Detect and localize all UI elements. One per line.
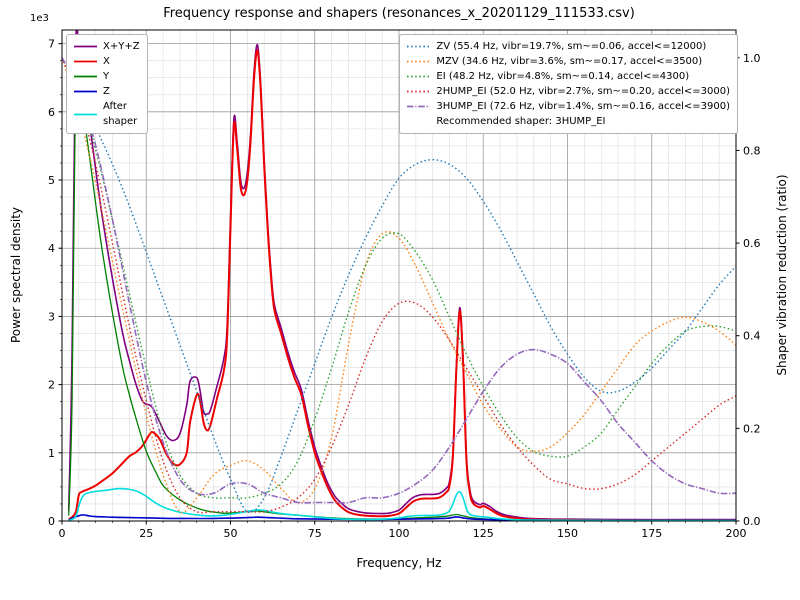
svg-text:0.6: 0.6 <box>743 237 761 250</box>
svg-text:25: 25 <box>139 527 153 540</box>
svg-text:2: 2 <box>48 379 55 392</box>
svg-text:100: 100 <box>389 527 410 540</box>
legend-label-3hump-ei: 3HUMP_EI (72.6 Hz, vibr=1.4%, sm~=0.16, … <box>436 101 730 112</box>
legend-label-zv: ZV (55.4 Hz, vibr=19.7%, sm~=0.06, accel… <box>436 41 707 52</box>
psd-legend: X+Y+Z X Y Z After shaper <box>66 34 148 134</box>
legend-item-ei: EI (48.2 Hz, vibr=4.8%, sm~=0.14, accel<… <box>406 69 730 84</box>
legend-line-2hump-ei-icon <box>407 90 431 93</box>
svg-text:4: 4 <box>48 242 55 255</box>
legend-line-ei-icon <box>407 75 431 78</box>
svg-text:0: 0 <box>48 515 55 528</box>
series-after-shaper <box>68 487 736 521</box>
svg-text:150: 150 <box>557 527 578 540</box>
y-axis-label-left: Power spectral density <box>9 206 23 344</box>
legend-line-zv-icon <box>407 45 431 48</box>
legend-label-x-y-z: X+Y+Z <box>103 41 140 52</box>
legend-label-2hump-ei: 2HUMP_EI (52.0 Hz, vibr=2.7%, sm~=0.20, … <box>436 86 730 97</box>
legend-item-z: Z <box>73 84 140 99</box>
legend-label-z: Z <box>103 86 110 97</box>
x-axis-label: Frequency, Hz <box>356 556 442 570</box>
svg-text:0.8: 0.8 <box>743 144 761 157</box>
svg-text:7: 7 <box>48 38 55 51</box>
svg-text:125: 125 <box>473 527 494 540</box>
svg-text:1: 1 <box>48 447 55 460</box>
legend-label-x: X <box>103 56 110 67</box>
legend-item-y: Y <box>73 69 140 84</box>
legend-label-y: Y <box>103 71 110 82</box>
legend-line-after-shaper-icon <box>74 113 97 115</box>
legend-item-3hump-ei: 3HUMP_EI (72.6 Hz, vibr=1.4%, sm~=0.16, … <box>406 99 730 114</box>
svg-text:50: 50 <box>224 527 238 540</box>
legend-label-ei: EI (48.2 Hz, vibr=4.8%, sm~=0.14, accel<… <box>436 71 690 82</box>
series-group <box>62 30 736 521</box>
legend-line-y-icon <box>74 75 97 78</box>
legend-item-after-shaper: After shaper <box>73 99 140 129</box>
series-x <box>67 49 736 521</box>
series-3hump-ei <box>62 57 736 504</box>
svg-text:6: 6 <box>48 106 55 119</box>
legend-line-3hump-ei-icon <box>407 105 431 108</box>
legend-item-2hump-ei: 2HUMP_EI (52.0 Hz, vibr=2.7%, sm~=0.20, … <box>406 84 730 99</box>
legend-label-mzv: MZV (34.6 Hz, vibr=3.6%, sm~=0.17, accel… <box>436 56 703 67</box>
svg-text:0.4: 0.4 <box>743 330 761 343</box>
y-axis-scale-label: 1e3 <box>30 13 49 24</box>
shaper-legend: ZV (55.4 Hz, vibr=19.7%, sm~=0.06, accel… <box>399 34 738 134</box>
legend-item-x-y-z: X+Y+Z <box>73 39 140 54</box>
legend-item-mzv: MZV (34.6 Hz, vibr=3.6%, sm~=0.17, accel… <box>406 54 730 69</box>
legend-line-mzv-icon <box>407 60 431 63</box>
series-zv <box>62 57 736 514</box>
legend-line-x-y-z-icon <box>74 45 97 48</box>
tick-labels: 0 25 50 75 100 125 150 175 200 0 1 2 3 4 5 6 7 0.0 0.2 0.4 0… <box>48 38 761 540</box>
y-axis-label-right: Shaper vibration reduction (ratio) <box>775 174 789 376</box>
svg-text:0.0: 0.0 <box>743 515 761 528</box>
series-z <box>68 514 736 521</box>
svg-text:175: 175 <box>641 527 662 540</box>
recommended-shaper-note: Recommended shaper: 3HUMP_EI <box>436 116 606 127</box>
svg-text:1.0: 1.0 <box>743 52 761 65</box>
svg-text:5: 5 <box>48 174 55 187</box>
legend-line-x-icon <box>74 60 97 63</box>
series-mzv <box>62 57 736 514</box>
svg-text:3: 3 <box>48 310 55 323</box>
legend-line-z-icon <box>74 90 97 93</box>
svg-text:200: 200 <box>726 527 747 540</box>
legend-item-zv: ZV (55.4 Hz, vibr=19.7%, sm~=0.06, accel… <box>406 39 730 54</box>
legend-item-x: X <box>73 54 140 69</box>
svg-text:75: 75 <box>308 527 322 540</box>
series-2hump-ei <box>62 57 736 514</box>
svg-text:0.2: 0.2 <box>743 422 761 435</box>
legend-label-after-shaper: After shaper <box>103 101 138 127</box>
chart-title: Frequency response and shapers (resonanc… <box>163 6 635 21</box>
svg-text:0: 0 <box>59 527 66 540</box>
